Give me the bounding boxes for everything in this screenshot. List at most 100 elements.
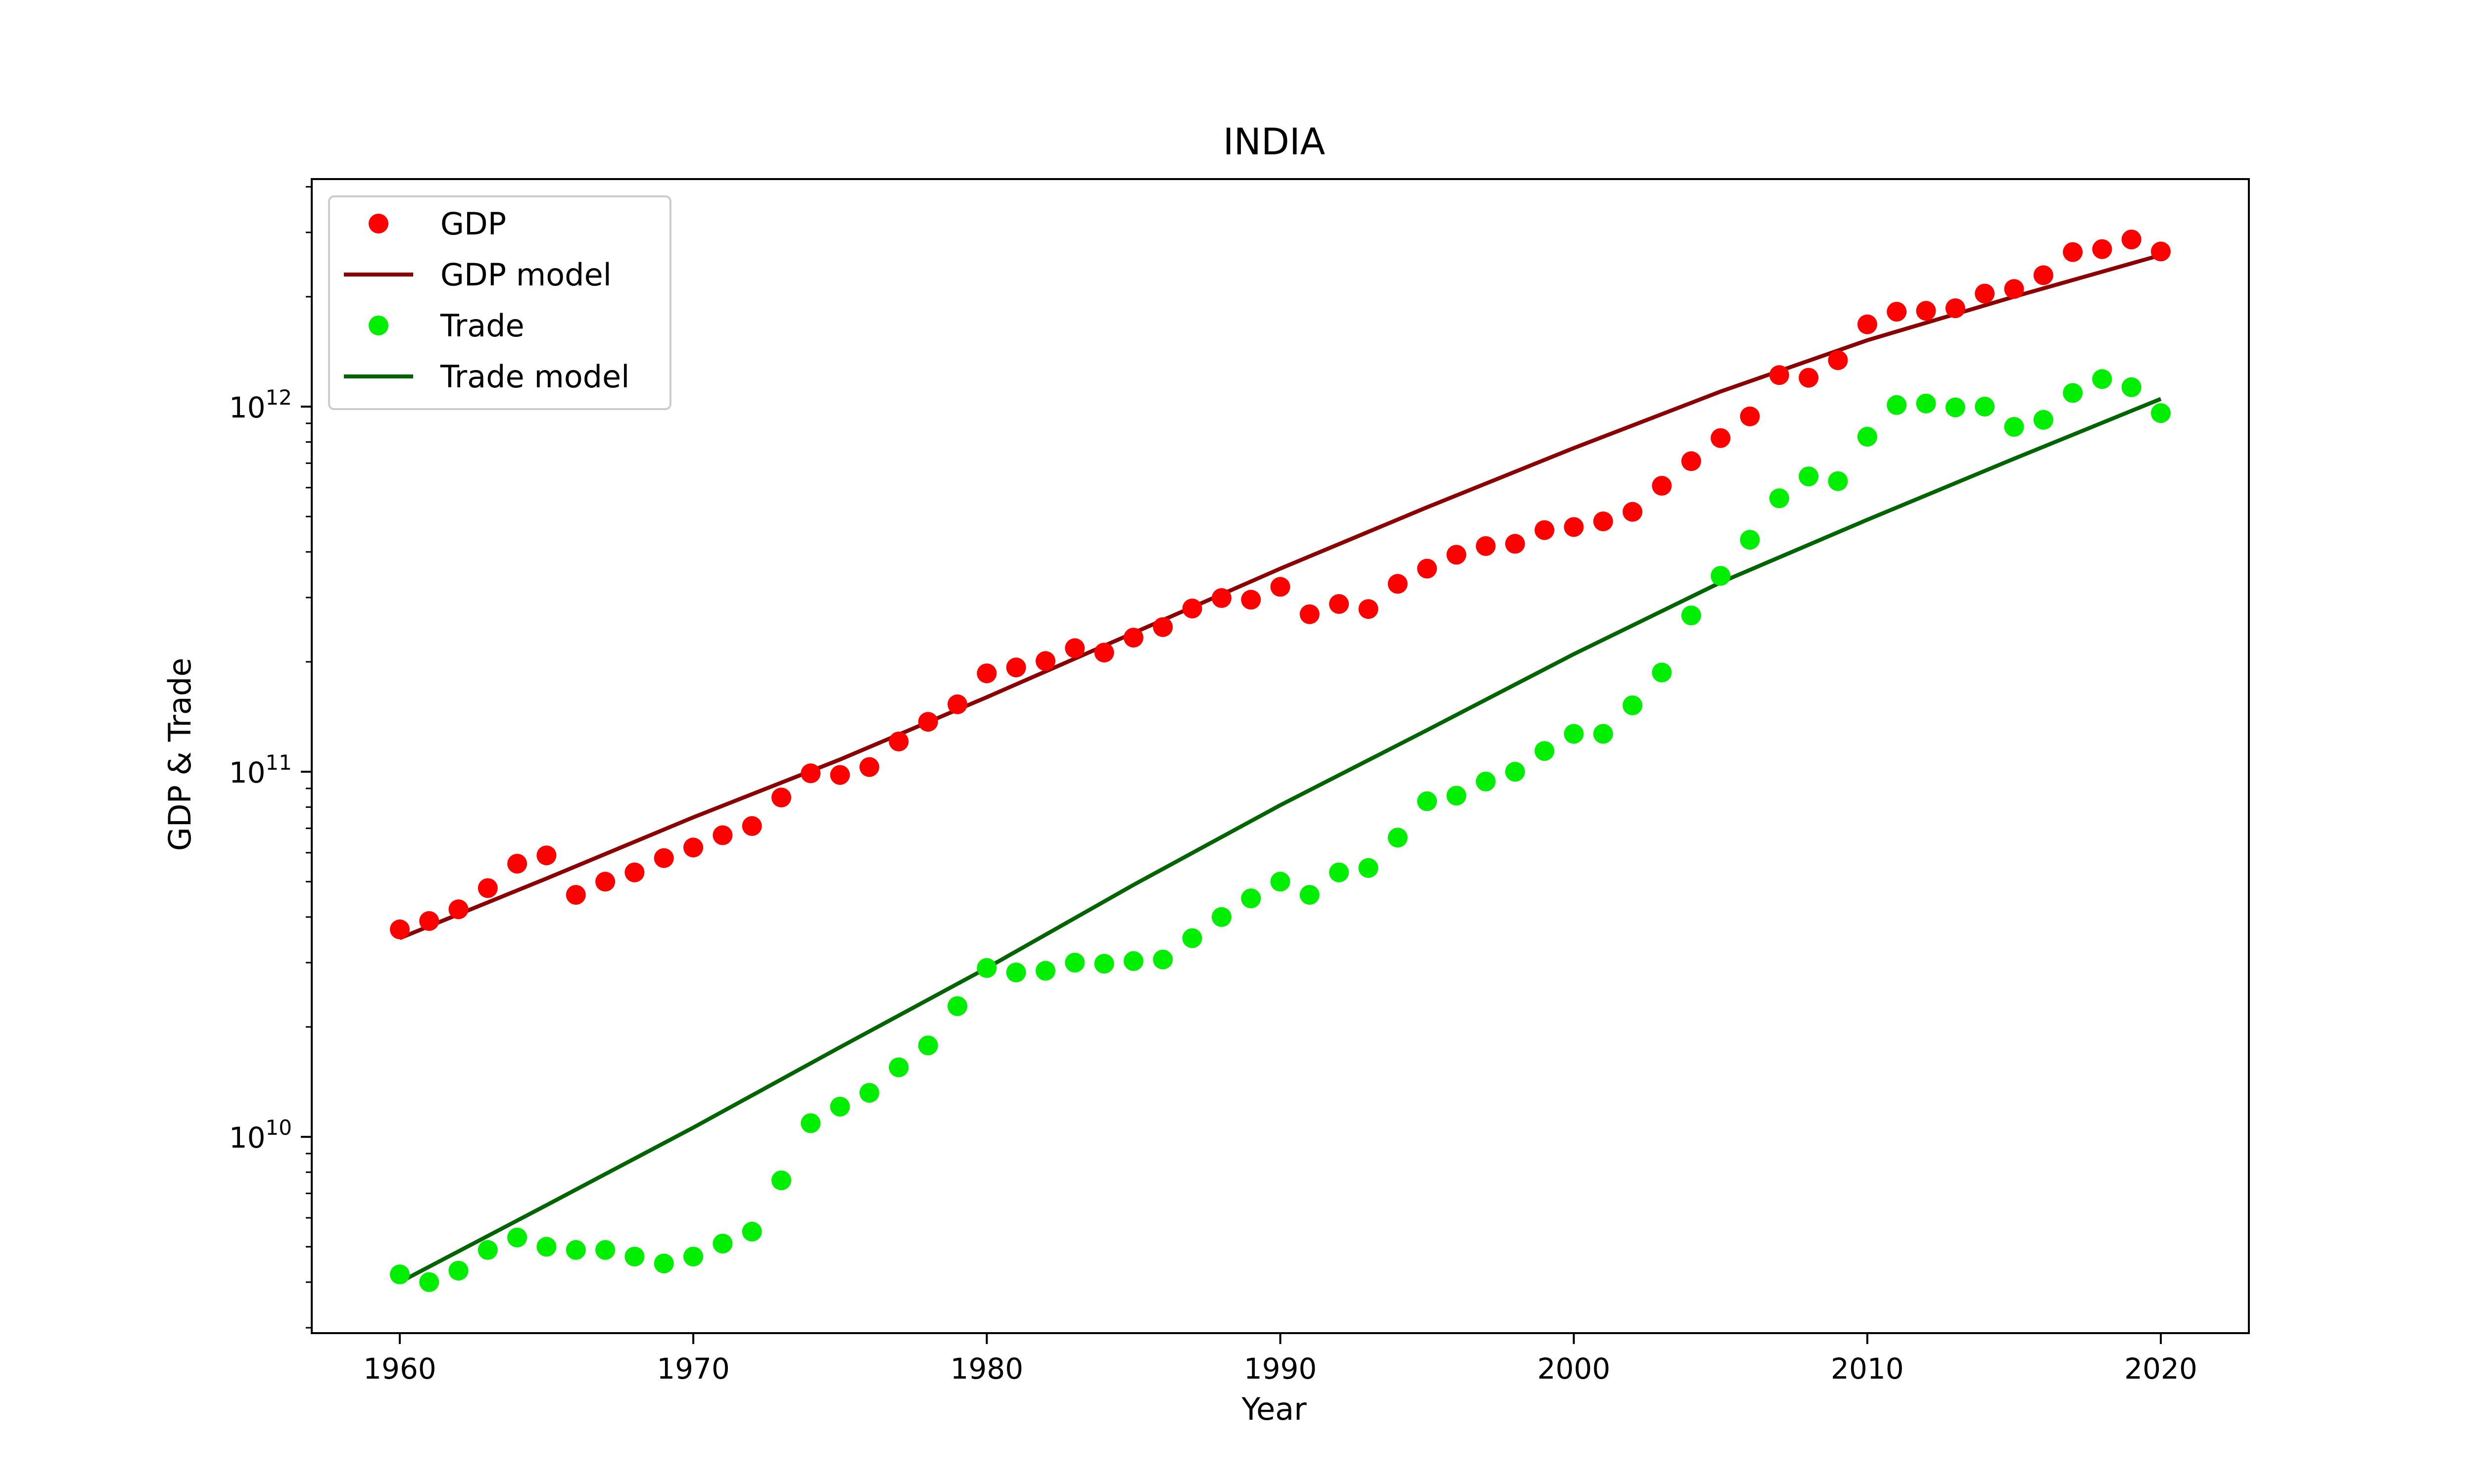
data-point-gdp bbox=[1887, 302, 1907, 322]
data-point-gdp bbox=[1564, 517, 1584, 537]
data-point-gdp bbox=[1270, 577, 1290, 597]
data-point-trade bbox=[859, 1083, 879, 1103]
data-point-gdp bbox=[801, 763, 821, 784]
data-point-trade bbox=[1534, 741, 1555, 761]
data-point-gdp bbox=[1593, 511, 1613, 531]
data-point-trade bbox=[948, 996, 967, 1016]
data-point-gdp bbox=[448, 899, 469, 920]
data-point-gdp bbox=[1681, 451, 1701, 471]
data-point-trade bbox=[1417, 791, 1437, 811]
data-point-trade bbox=[1975, 397, 1995, 417]
data-point-trade bbox=[1123, 951, 1143, 971]
legend-label-gdp: GDP bbox=[440, 206, 506, 242]
data-point-trade bbox=[2151, 403, 2171, 423]
x-tick-label: 1960 bbox=[363, 1352, 436, 1386]
data-point-gdp bbox=[1006, 657, 1026, 678]
data-point-trade bbox=[1564, 724, 1584, 744]
data-point-gdp bbox=[1975, 283, 1995, 304]
data-point-gdp bbox=[1241, 590, 1261, 610]
data-point-trade bbox=[1916, 393, 1936, 414]
x-tick-label: 2000 bbox=[1537, 1352, 1611, 1386]
data-point-trade bbox=[771, 1170, 792, 1191]
data-point-gdp bbox=[2063, 242, 2083, 262]
data-point-gdp bbox=[1446, 545, 1467, 565]
chart-title: INDIA bbox=[1223, 121, 1326, 163]
data-point-gdp bbox=[771, 788, 792, 808]
data-point-trade bbox=[1211, 907, 1232, 927]
data-point-trade bbox=[1505, 762, 1525, 782]
data-point-trade bbox=[624, 1247, 645, 1267]
data-point-gdp bbox=[477, 878, 498, 898]
data-point-gdp bbox=[859, 757, 879, 777]
data-point-gdp bbox=[1857, 314, 1877, 334]
data-point-trade bbox=[1270, 872, 1290, 892]
data-point-trade bbox=[830, 1097, 850, 1117]
legend-marker-gdp bbox=[369, 214, 388, 233]
data-point-gdp bbox=[1828, 350, 1848, 371]
data-point-trade bbox=[1828, 471, 1848, 491]
y-axis-label: GDP & Trade bbox=[162, 658, 198, 851]
data-point-gdp bbox=[1065, 638, 1085, 658]
data-point-trade bbox=[1593, 724, 1613, 744]
x-axis-ticks: 1960 1970 1980 1990 2000 2010 2020 bbox=[363, 1333, 2197, 1386]
data-point-gdp bbox=[390, 919, 410, 939]
data-point-gdp bbox=[1652, 476, 1672, 496]
data-point-trade bbox=[713, 1234, 733, 1253]
data-point-gdp bbox=[2121, 230, 2141, 250]
data-point-trade bbox=[2063, 383, 2083, 403]
data-point-gdp bbox=[1123, 628, 1143, 648]
data-point-gdp bbox=[1329, 594, 1349, 614]
data-point-gdp bbox=[742, 816, 762, 836]
data-point-gdp bbox=[1799, 368, 1819, 388]
data-point-trade bbox=[448, 1260, 469, 1281]
data-point-trade bbox=[1945, 397, 1965, 417]
data-point-gdp bbox=[1505, 534, 1525, 554]
x-tick-label: 1970 bbox=[657, 1352, 730, 1386]
data-point-trade bbox=[977, 958, 997, 978]
legend-marker-trade bbox=[369, 316, 388, 335]
data-point-gdp bbox=[1475, 536, 1496, 556]
data-point-trade bbox=[1475, 771, 1496, 791]
x-axis-label: Year bbox=[1241, 1391, 1307, 1427]
data-point-trade bbox=[2092, 369, 2112, 389]
data-point-gdp bbox=[948, 694, 967, 714]
data-point-trade bbox=[536, 1237, 557, 1257]
legend-box bbox=[328, 195, 671, 410]
data-point-trade bbox=[1711, 566, 1731, 586]
data-point-gdp bbox=[977, 663, 997, 684]
data-point-trade bbox=[918, 1035, 938, 1056]
data-point-gdp bbox=[889, 732, 909, 751]
data-point-gdp bbox=[566, 885, 586, 905]
data-point-gdp bbox=[2004, 279, 2024, 299]
data-point-trade bbox=[419, 1272, 439, 1292]
data-point-trade bbox=[390, 1264, 410, 1285]
data-point-gdp bbox=[1387, 574, 1408, 594]
data-point-trade bbox=[654, 1253, 674, 1274]
data-point-gdp bbox=[918, 712, 938, 732]
plot-marks bbox=[390, 230, 2171, 1292]
data-point-trade bbox=[1681, 605, 1701, 626]
data-point-gdp bbox=[536, 845, 557, 866]
data-point-trade bbox=[1094, 954, 1114, 974]
data-point-gdp bbox=[1916, 301, 1936, 321]
data-point-trade bbox=[1799, 466, 1819, 487]
data-point-gdp bbox=[595, 872, 616, 892]
data-point-trade bbox=[2121, 377, 2141, 397]
data-point-gdp bbox=[713, 825, 733, 845]
legend-label-trade-model: Trade model bbox=[440, 359, 630, 395]
data-point-gdp bbox=[1094, 643, 1114, 663]
legend-label-trade: Trade bbox=[440, 308, 524, 344]
data-point-trade bbox=[1329, 862, 1349, 882]
data-point-trade bbox=[1652, 662, 1672, 683]
data-point-trade bbox=[2004, 417, 2024, 437]
data-point-trade bbox=[595, 1240, 616, 1260]
data-point-trade bbox=[1387, 828, 1408, 848]
data-point-trade bbox=[507, 1227, 527, 1248]
x-tick-label: 1980 bbox=[951, 1352, 1024, 1386]
data-point-gdp bbox=[1769, 365, 1789, 385]
data-point-trade bbox=[566, 1240, 586, 1260]
data-point-gdp bbox=[683, 837, 704, 858]
x-tick-label: 1990 bbox=[1244, 1352, 1317, 1386]
data-point-trade bbox=[1065, 953, 1085, 973]
data-point-trade bbox=[1182, 928, 1202, 948]
